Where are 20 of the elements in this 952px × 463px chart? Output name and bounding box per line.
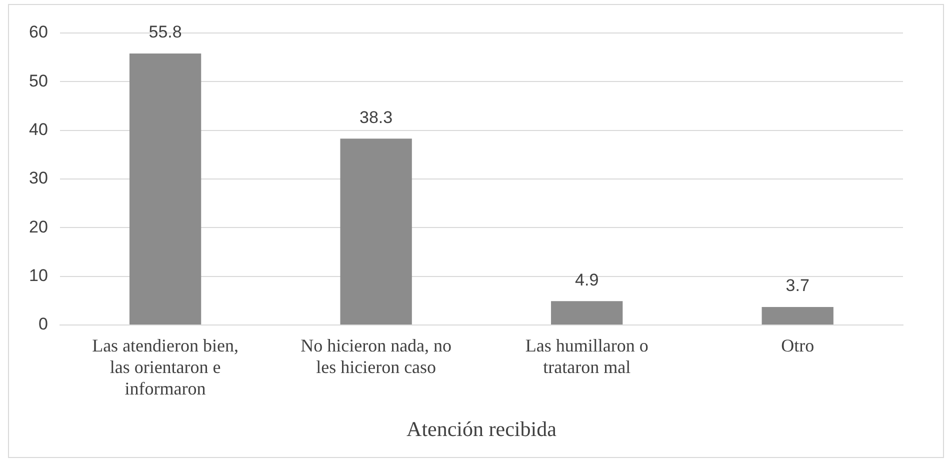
data-label: 55.8: [148, 22, 182, 42]
bar: [340, 138, 412, 324]
y-tick-label: 30: [28, 168, 48, 188]
bar: [762, 306, 834, 324]
y-tick-label: 60: [28, 22, 48, 42]
y-tick-label: 10: [28, 266, 48, 286]
x-tick-label: Otro: [781, 336, 814, 356]
data-label: 38.3: [360, 108, 393, 127]
x-tick-label: Las atendieron bien, las orientaron e informaron: [92, 336, 239, 399]
y-tick-label: 50: [28, 71, 48, 90]
x-tick-label: No hicieron nada, no les hicieron caso: [300, 336, 452, 378]
y-tick-label: 20: [28, 217, 48, 236]
y-tick-label: 0: [38, 314, 48, 334]
data-label: 4.9: [575, 270, 599, 290]
x-axis-title: Atención recibida: [406, 416, 558, 441]
y-tick-label: 40: [28, 120, 48, 140]
bar: [551, 301, 623, 324]
bar: [129, 53, 202, 324]
data-label: 3.7: [786, 276, 810, 296]
x-tick-label: Las humillaron o trataron mal: [525, 336, 648, 378]
